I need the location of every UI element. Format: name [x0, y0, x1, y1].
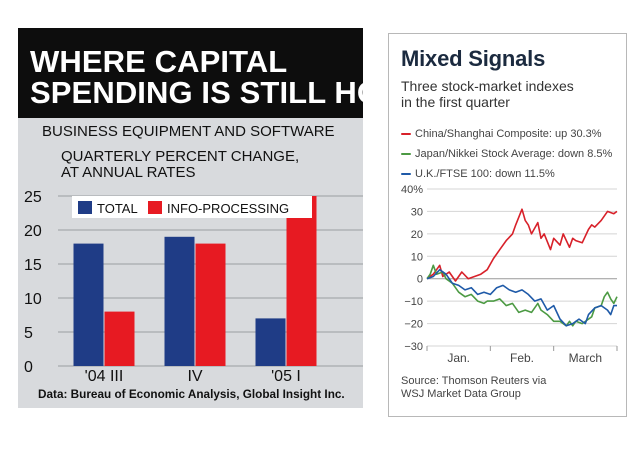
right-ytick-label-1: −20: [404, 319, 423, 331]
right-ytick-label-0: −30: [404, 341, 423, 353]
right-ytick-label-4: 10: [411, 251, 423, 263]
mixed-signals-subtitle: Three stock-market indexes in the first …: [401, 78, 574, 110]
mixed-signals-source-line2: WSJ Market Data Group: [401, 388, 521, 400]
left-category-label-1: IV: [187, 368, 202, 385]
legend-china-swatch: [401, 133, 411, 135]
left-ytick-label-0: 0: [24, 359, 33, 376]
left-legend-box: [72, 196, 312, 218]
legend-china: China/Shanghai Composite: up 30.3%: [401, 124, 612, 144]
right-ytick-label-3: 0: [417, 274, 423, 286]
mixed-signals-subtitle-line2: in the first quarter: [401, 94, 510, 110]
capital-spending-chart: WHERE CAPITAL SPENDING IS STILL HOT BUSI…: [18, 28, 401, 408]
mixed-signals-title: Mixed Signals: [401, 46, 546, 71]
legend-uk: U.K./FTSE 100: down 11.5%: [401, 164, 612, 184]
left-legend-label-1: INFO-PROCESSING: [167, 201, 289, 216]
left-ytick-label-3: 15: [24, 257, 42, 274]
legend-japan-label: Japan/Nikkei Stock Average: down 8.5%: [415, 148, 613, 160]
right-ytick-label-5: 20: [411, 229, 423, 241]
mixed-signals-plot: −30 −20 −10 0 10 20 30 40% Jan. Feb. March: [401, 184, 618, 365]
left-ytick-label-5: 25: [24, 189, 42, 206]
right-ytick-label-2: −10: [404, 296, 423, 308]
left-bar-total-1: [164, 236, 195, 366]
left-bar-total-0: [73, 243, 104, 366]
capital-spending-plot: 0 5 10 15 20 25 '04 III IV '05 I TOTAL INFO-PROCES…: [24, 189, 363, 385]
capital-spending-title-line2: SPENDING IS STILL HOT: [30, 75, 401, 110]
right-xtick-label-1: Feb.: [510, 351, 534, 365]
right-series-line-0: [426, 208, 618, 282]
legend-japan: Japan/Nikkei Stock Average: down 8.5%: [401, 144, 612, 164]
right-ytick-label-6: 30: [411, 206, 423, 218]
mixed-signals-subtitle-line1: Three stock-market indexes: [401, 78, 574, 94]
right-xtick-label-0: Jan.: [447, 351, 470, 365]
left-bar-total-2: [255, 318, 286, 366]
right-series-line-2: [426, 268, 617, 327]
legend-uk-swatch: [401, 173, 411, 175]
left-ytick-label-2: 10: [24, 291, 42, 308]
capital-spending-title: WHERE CAPITAL SPENDING IS STILL HOT: [18, 28, 401, 118]
capital-spending-subtitle: BUSINESS EQUIPMENT AND SOFTWARE: [42, 123, 335, 140]
left-ytick-label-4: 20: [24, 223, 42, 240]
left-ytick-label-1: 5: [24, 325, 33, 342]
left-legend-swatch-0: [78, 201, 92, 214]
right-ytick-label-7: 40%: [401, 184, 423, 196]
left-legend-label-0: TOTAL: [97, 201, 138, 216]
legend-uk-label: U.K./FTSE 100: down 11.5%: [415, 168, 555, 180]
legend-japan-swatch: [401, 153, 411, 155]
left-bar-info-processing-1: [195, 243, 226, 366]
right-xtick-label-2: March: [569, 351, 602, 365]
capital-spending-ylabel: QUARTERLY PERCENT CHANGE, AT ANNUAL RATE…: [61, 149, 299, 181]
legend-china-label: China/Shanghai Composite: up 30.3%: [415, 128, 602, 140]
capital-spending-ylabel-line1: QUARTERLY PERCENT CHANGE,: [61, 148, 300, 165]
left-bar-info-processing-0: [104, 311, 135, 366]
capital-spending-source: Data: Bureau of Economic Analysis, Globa…: [38, 387, 345, 401]
capital-spending-ylabel-line2: AT ANNUAL RATES: [61, 164, 196, 181]
mixed-signals-source: Source: Thomson Reuters via WSJ Market D…: [401, 375, 546, 401]
right-series-line-1: [426, 264, 618, 327]
left-legend-swatch-1: [148, 201, 162, 214]
mixed-signals-chart: Mixed Signals Three stock-market indexes…: [388, 33, 627, 417]
left-bar-info-processing-2: [286, 196, 317, 366]
capital-spending-title-line1: WHERE CAPITAL: [30, 44, 288, 79]
left-category-label-0: '04 III: [85, 368, 124, 385]
mixed-signals-source-line1: Source: Thomson Reuters via: [401, 375, 547, 387]
left-category-label-2: '05 I: [271, 368, 301, 385]
mixed-signals-legend: China/Shanghai Composite: up 30.3% Japan…: [401, 124, 612, 184]
